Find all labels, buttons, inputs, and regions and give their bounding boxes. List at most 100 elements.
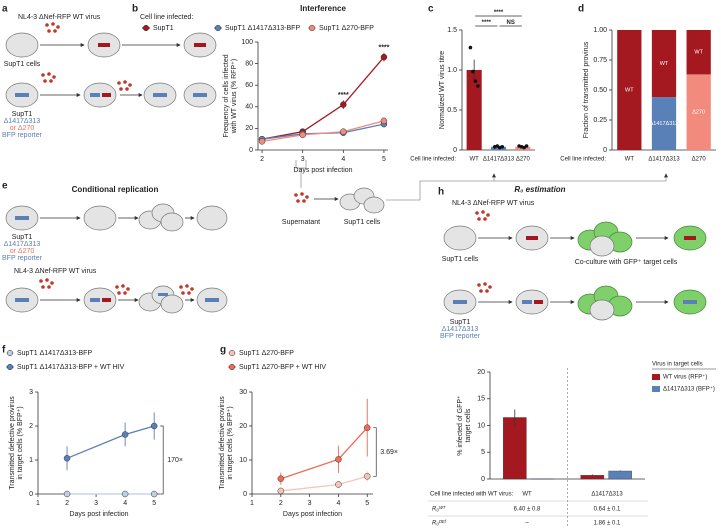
- y-axis-label: % infected of GFP⁺: [457, 395, 464, 456]
- data-point: [121, 490, 129, 498]
- cell-label: or Δ270: [10, 248, 35, 255]
- cell: [589, 235, 615, 257]
- bar-segment: [651, 30, 677, 98]
- table-cell: R₀ᴰᴱᶠ: [432, 520, 446, 527]
- chart-title: Interference: [300, 4, 346, 13]
- y-axis-label: Transmitted defective provirus: [219, 396, 226, 490]
- diagram-title: R₀ estimation: [514, 185, 565, 194]
- ratio-bracket: [160, 425, 164, 495]
- data-point: [63, 490, 71, 498]
- provirus: [153, 93, 167, 97]
- data-point: [468, 45, 473, 50]
- provirus: [683, 300, 697, 304]
- virus-label: NL4-3 ΔNef-RFP WT virus: [14, 268, 97, 275]
- data-point: [473, 79, 478, 83]
- y-axis-label: with WT virus (% RFP⁺): [231, 59, 238, 134]
- significance: ****: [494, 10, 504, 16]
- significance: ****: [482, 20, 492, 26]
- legend-label: WT virus (RFP⁺): [663, 374, 707, 381]
- y-tick-label: 1.5: [447, 27, 457, 34]
- provirus: [98, 43, 110, 47]
- provirus: [15, 216, 29, 220]
- cell: [196, 205, 228, 231]
- legend-swatch: [652, 386, 660, 392]
- ratio-label: 170×: [167, 457, 183, 464]
- x-tick-label: 4: [336, 500, 340, 507]
- diagram-label: SupT1 cells: [344, 219, 381, 226]
- y-axis-label: in target cells (% BFP⁺): [227, 406, 234, 479]
- bar-segment: [617, 30, 642, 150]
- cell-label: BFP reporter: [2, 255, 43, 262]
- category-axis-label: Cell line infected:: [560, 157, 606, 163]
- y-tick-label: 20: [239, 423, 247, 430]
- x-axis-label: Days post infection: [69, 511, 128, 518]
- y-tick-label: 20: [245, 125, 253, 132]
- x-tick-label: 2: [279, 500, 283, 507]
- table-header: Δ1417Δ313: [591, 492, 623, 498]
- data-point: [277, 475, 285, 482]
- provirus: [534, 300, 543, 304]
- y-axis-label: Transmitted defective provirus: [9, 396, 16, 490]
- panel-label: b: [132, 4, 138, 15]
- data-point: [363, 424, 371, 431]
- table-cell: –: [525, 521, 529, 527]
- significance: ****: [378, 45, 389, 52]
- bar: [466, 70, 482, 150]
- cell: [589, 299, 615, 321]
- ratio-label: 3.69×: [380, 449, 398, 456]
- x-tick-label: 5: [152, 500, 156, 507]
- y-tick-label: 0: [453, 147, 457, 154]
- y-tick-label: 15: [477, 396, 485, 403]
- panel-label: g: [220, 345, 226, 356]
- provirus: [90, 93, 100, 97]
- legend-marker: [308, 24, 316, 32]
- y-axis-label: in target cells (% BFP⁺): [17, 406, 24, 479]
- table-cell: 6.40 ± 0.8: [514, 507, 541, 513]
- series-line: [280, 427, 368, 480]
- bar-segment: [651, 97, 677, 150]
- provirus: [193, 93, 207, 97]
- significance: NS: [506, 20, 514, 26]
- data-point: [299, 131, 306, 139]
- y-tick-label: 2: [29, 423, 33, 430]
- provirus: [526, 236, 538, 240]
- x-tick-label: WT: [470, 157, 480, 163]
- y-tick-label: 20: [477, 369, 485, 376]
- data-point: [380, 117, 388, 125]
- y-tick-label: 0.50: [593, 87, 607, 94]
- table-cell: R₀ᵂᵀ: [432, 506, 446, 513]
- series-line: [261, 120, 385, 143]
- virus: [39, 278, 54, 289]
- x-tick-label: Δ270: [692, 157, 707, 163]
- provirus: [453, 300, 467, 304]
- cell-label: SupT1: [12, 234, 33, 241]
- cell-label: SupT1: [450, 319, 471, 326]
- x-axis-label: Days post infection: [283, 511, 342, 518]
- legend-marker: [228, 349, 236, 357]
- cell-label: Δ1417Δ313: [4, 241, 41, 248]
- bar-segment: [686, 74, 711, 150]
- y-tick-label: 80: [245, 60, 253, 67]
- provirus: [684, 236, 696, 240]
- provirus: [90, 298, 100, 302]
- y-tick-label: 0: [29, 491, 33, 498]
- data-point: [476, 84, 480, 88]
- provirus: [194, 43, 206, 47]
- legend-label: SupT1 Δ270-BFP: [239, 350, 294, 357]
- data-point: [258, 138, 266, 145]
- x-tick-label: 2: [260, 156, 264, 163]
- y-axis-label: target cells: [465, 408, 472, 442]
- cell-label: Δ1417Δ313: [442, 326, 479, 333]
- provirus: [15, 298, 29, 302]
- virus: [294, 192, 309, 203]
- virus-label: NL4-3 ΔNef-RFP WT virus: [452, 200, 535, 207]
- data-point: [121, 431, 129, 438]
- data-point: [380, 53, 388, 61]
- cell-label: BFP reporter: [440, 333, 481, 340]
- legend-label: SupT1 Δ270-BFP: [319, 25, 374, 32]
- data-point: [340, 128, 347, 135]
- legend-label: SupT1 Δ1417Δ313-BFP: [17, 350, 92, 357]
- data-point: [340, 101, 347, 108]
- cell: [83, 205, 117, 231]
- table-header: WT: [522, 492, 532, 498]
